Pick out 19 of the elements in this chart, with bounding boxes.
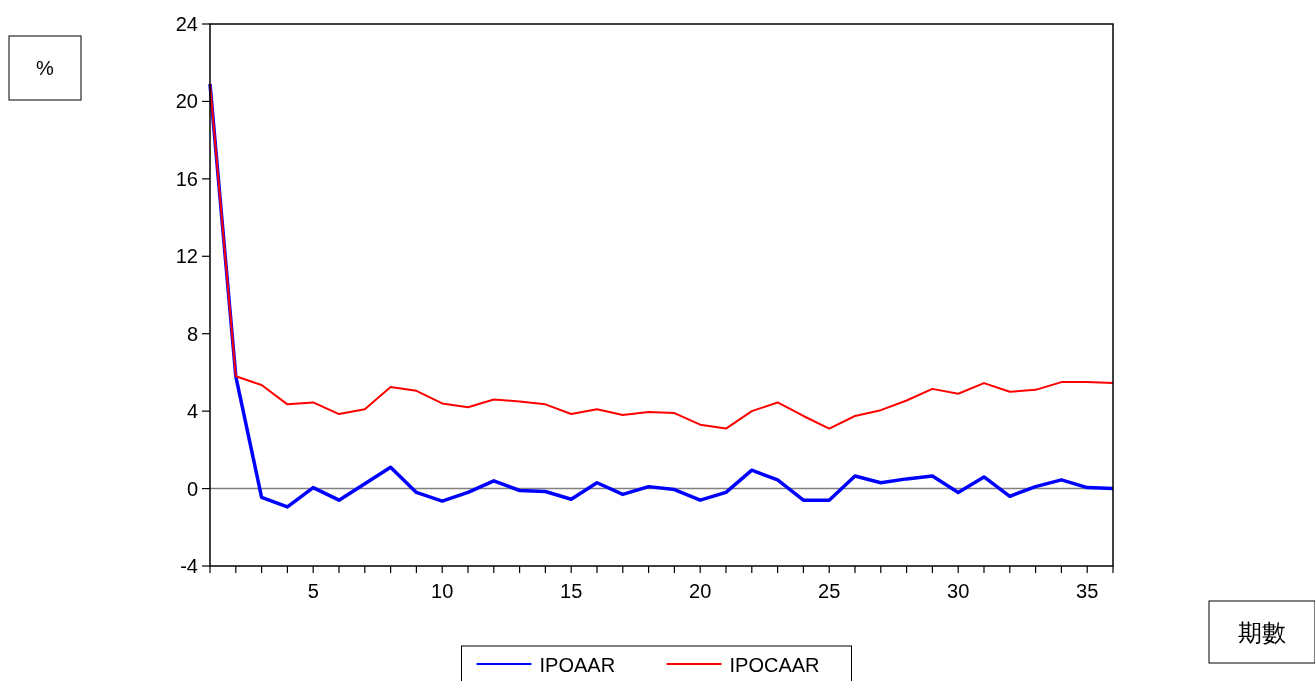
y-tick-label: 16 bbox=[175, 167, 198, 190]
y-tick-label: 20 bbox=[175, 90, 198, 113]
text: 期數 bbox=[1238, 618, 1286, 646]
text: % bbox=[36, 57, 55, 80]
x-tick-label: 20 bbox=[689, 580, 712, 602]
y-tick-label: 0 bbox=[186, 477, 198, 500]
y-tick-label: 24 bbox=[175, 13, 198, 35]
legend-label: IPOCAAR bbox=[729, 654, 820, 676]
x-tick-label: 35 bbox=[1076, 580, 1099, 602]
x-tick-label: 15 bbox=[560, 580, 583, 602]
y-tick-label: -4 bbox=[180, 555, 198, 577]
y-tick-label: 4 bbox=[186, 400, 198, 423]
legend-label: IPOAAR bbox=[539, 654, 616, 676]
x-tick-label: 10 bbox=[431, 580, 454, 602]
y-tick-label: 8 bbox=[186, 322, 198, 345]
x-tick-label: 30 bbox=[947, 580, 970, 602]
y-tick-label: 12 bbox=[175, 245, 198, 268]
x-tick-label: 5 bbox=[307, 580, 319, 602]
x-tick-label: 25 bbox=[818, 580, 841, 602]
